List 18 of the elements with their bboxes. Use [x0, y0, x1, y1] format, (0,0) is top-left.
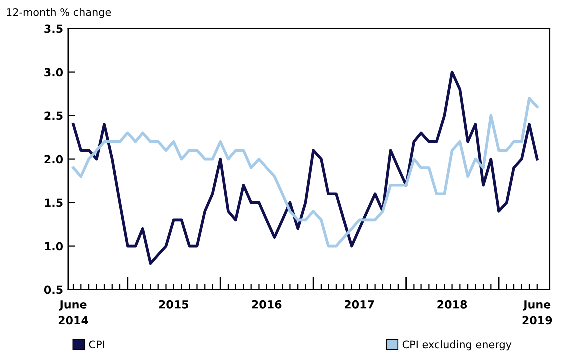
- legend-label: CPI excluding energy: [402, 340, 512, 351]
- x-tick-label: 2017: [344, 300, 374, 309]
- x-tick-label: 2016: [252, 300, 282, 309]
- x-tick-label: June 2014: [58, 300, 88, 325]
- y-tick-label: 2.5: [44, 112, 63, 120]
- x-tick-label: 2015: [159, 300, 189, 309]
- y-tick-label: 1.5: [45, 198, 63, 208]
- y-tick-label: 3.0: [44, 68, 64, 77]
- y-axis-title: 12-month % change: [7, 8, 112, 18]
- y-tick-label: 1.0: [45, 242, 64, 251]
- y-tick-label: 2.0: [44, 155, 64, 164]
- line-series: [72, 70, 539, 266]
- y-tick-label: 3.5: [44, 24, 63, 34]
- legend-label: CPI: [89, 340, 104, 349]
- line-series: [72, 97, 539, 248]
- y-tick-label: 0.5: [44, 286, 63, 294]
- x-tick-label: June 2019: [522, 300, 552, 325]
- x-tick-label: 2018: [438, 300, 468, 309]
